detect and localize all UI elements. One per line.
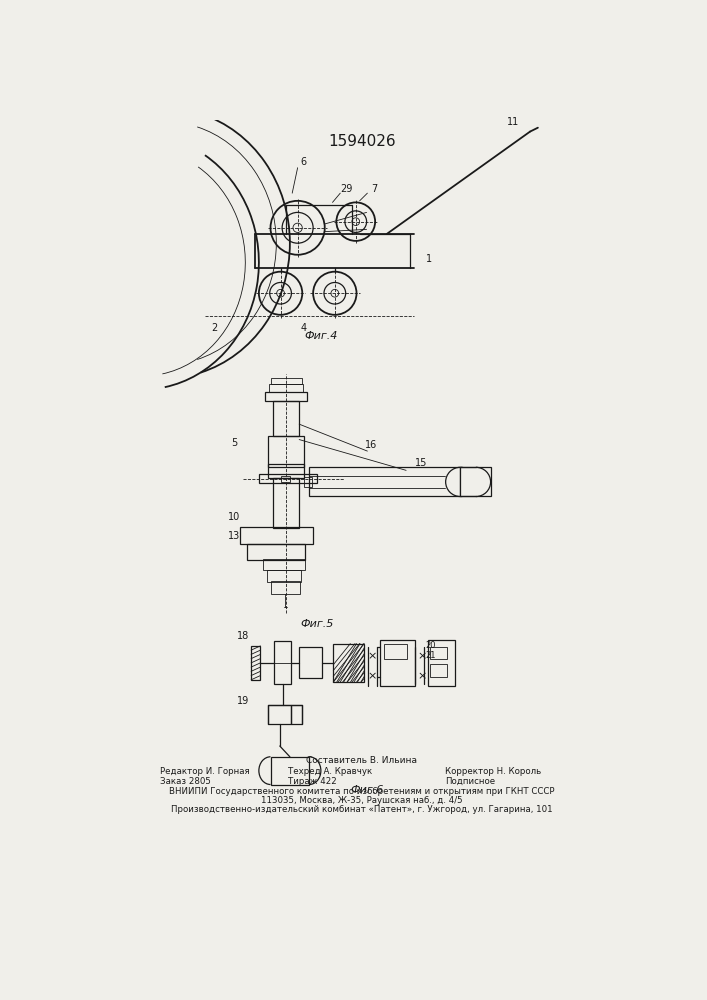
Bar (268, 705, 291, 724)
Bar (269, 384, 303, 392)
Bar (304, 477, 312, 487)
Bar (271, 757, 309, 785)
Bar (299, 647, 322, 678)
Bar (251, 646, 260, 680)
Bar (271, 378, 301, 384)
Text: 1594026: 1594026 (328, 134, 396, 149)
Text: Фиг.5: Фиг.5 (300, 619, 334, 629)
Bar (273, 478, 299, 528)
Text: 2: 2 (211, 323, 217, 333)
Text: 13: 13 (228, 531, 240, 541)
Text: Корректор Н. Король: Корректор Н. Король (445, 767, 541, 776)
Bar (268, 436, 304, 466)
Bar (309, 466, 460, 496)
Text: ×: × (368, 672, 377, 682)
Text: 6: 6 (300, 157, 307, 167)
Text: Тираж 422: Тираж 422 (288, 777, 337, 786)
Bar (281, 476, 290, 482)
Text: ×: × (418, 672, 427, 682)
Text: ВНИИПИ Государственного комитета по изобретениям и открытиям при ГКНТ СССР: ВНИИПИ Государственного комитета по изоб… (169, 787, 555, 796)
Text: 5: 5 (231, 438, 238, 448)
Text: Заказ 2805: Заказ 2805 (160, 777, 211, 786)
Bar (273, 401, 299, 436)
Text: Фиг.6: Фиг.6 (351, 785, 384, 795)
Text: 19: 19 (238, 696, 250, 706)
Text: 113035, Москва, Ж-35, Раушская наб., д. 4/5: 113035, Москва, Ж-35, Раушская наб., д. … (261, 796, 463, 805)
Text: 18: 18 (238, 631, 250, 641)
Bar (430, 647, 448, 659)
Bar (274, 641, 291, 684)
Bar (271, 581, 300, 594)
Text: 4: 4 (300, 323, 307, 333)
Text: 15: 15 (416, 458, 428, 468)
Text: Составитель В. Ильина: Составитель В. Ильина (306, 756, 417, 765)
Bar (333, 644, 364, 682)
Bar (384, 644, 407, 659)
Bar (247, 544, 305, 560)
Text: Фиг.4: Фиг.4 (304, 331, 337, 341)
Text: Производственно-издательский комбинат «Патент», г. Ужгород, ул. Гагарина, 101: Производственно-издательский комбинат «П… (171, 805, 553, 814)
Bar (267, 570, 300, 582)
Text: 16: 16 (365, 440, 378, 450)
Text: ×: × (418, 652, 427, 662)
Text: Подписное: Подписное (445, 777, 495, 786)
Bar (240, 527, 313, 544)
Text: 20: 20 (425, 641, 436, 650)
Text: 1: 1 (426, 254, 433, 264)
Bar (430, 664, 448, 677)
Bar (428, 640, 455, 686)
Text: 29: 29 (340, 184, 353, 194)
Bar (265, 392, 307, 401)
Bar (460, 466, 491, 496)
Bar (291, 705, 301, 724)
Text: 11: 11 (507, 117, 519, 127)
Text: 21: 21 (425, 651, 436, 660)
Text: ×: × (368, 652, 377, 662)
Bar (380, 640, 414, 686)
Bar (263, 559, 305, 570)
Text: 7: 7 (371, 184, 378, 194)
Text: 10: 10 (228, 512, 240, 522)
Text: Техред А. Кравчук: Техред А. Кравчук (288, 767, 373, 776)
Bar (259, 474, 317, 483)
Bar (268, 464, 304, 478)
Text: Редактор И. Горная: Редактор И. Горная (160, 767, 250, 776)
